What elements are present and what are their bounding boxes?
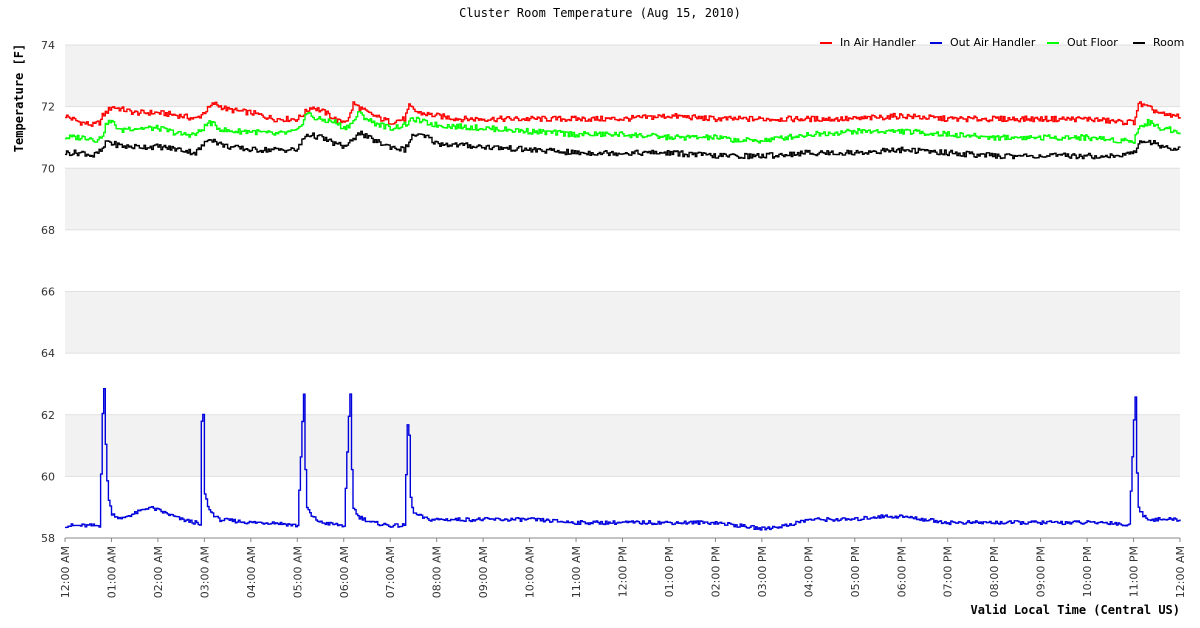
- legend: In Air Handler Out Air Handler Out Floor Ro…: [820, 36, 1184, 49]
- x-tick-label: 11:00 PM: [1128, 546, 1141, 597]
- plot-bands: [65, 45, 1180, 538]
- series-line-out-air-handler: [65, 388, 1181, 531]
- plot-band: [65, 168, 1180, 230]
- series-lines: [65, 101, 1181, 531]
- plot-band: [65, 45, 1180, 107]
- x-tick-label: 07:00 AM: [384, 546, 397, 598]
- x-tick-label: 06:00 AM: [338, 546, 351, 598]
- x-tick-label: 12:00 PM: [617, 546, 630, 597]
- y-tick-label: 60: [41, 470, 55, 483]
- y-tick-label: 68: [41, 224, 55, 237]
- plot-band: [65, 229, 1180, 292]
- y-tick-label: 64: [41, 347, 55, 360]
- x-tick-label: 10:00 PM: [1081, 546, 1094, 597]
- x-tick-label: 02:00 AM: [152, 546, 165, 598]
- y-tick-label: 62: [41, 409, 55, 422]
- y-tick-label: 66: [41, 286, 55, 299]
- plot-band: [65, 353, 1180, 415]
- legend-label: Out Floor: [1067, 36, 1118, 49]
- x-tick-label: 01:00 AM: [105, 546, 118, 598]
- x-tick-label: 11:00 AM: [570, 546, 583, 598]
- x-tick-label: 12:00 AM: [59, 546, 72, 598]
- x-tick-label: 07:00 PM: [942, 546, 955, 597]
- plot-band: [65, 476, 1180, 538]
- x-tick-label: 02:00 PM: [709, 546, 722, 597]
- x-tick-label: 04:00 AM: [245, 546, 258, 598]
- x-tick-label: 08:00 PM: [988, 546, 1001, 597]
- x-tick-label: 01:00 PM: [663, 546, 676, 597]
- series-line-in-air-handler: [65, 101, 1181, 127]
- legend-label: In Air Handler: [840, 36, 916, 49]
- y-tick-label: 72: [41, 101, 55, 114]
- plot-band: [65, 414, 1180, 477]
- legend-label: Out Air Handler: [950, 36, 1036, 49]
- legend-label: Room: [1153, 36, 1184, 49]
- x-tick-label: 04:00 PM: [802, 546, 815, 597]
- x-tick-label: 10:00 AM: [524, 546, 537, 598]
- x-axis-label: Valid Local Time (Central US): [970, 603, 1180, 617]
- x-tick-label: 08:00 AM: [431, 546, 444, 598]
- x-axis-ticks: 12:00 AM 01:00 AM 02:00 AM 03:00 AM 04:00 AM…: [59, 538, 1187, 598]
- x-tick-label: 03:00 PM: [756, 546, 769, 597]
- plot-band: [65, 291, 1180, 354]
- chart-title: Cluster Room Temperature (Aug 15, 2010): [459, 6, 741, 20]
- x-tick-label: 05:00 PM: [849, 546, 862, 597]
- series-line-out-floor: [65, 110, 1181, 144]
- y-axis-ticks: 58 60 62 64 66 68 70 72 74: [41, 39, 55, 545]
- x-tick-label: 06:00 PM: [895, 546, 908, 597]
- x-tick-label: 09:00 AM: [477, 546, 490, 598]
- x-tick-label: 09:00 PM: [1035, 546, 1048, 597]
- y-tick-label: 58: [41, 532, 55, 545]
- y-tick-label: 70: [41, 162, 55, 175]
- x-tick-label: 03:00 AM: [198, 546, 211, 598]
- x-tick-label: 05:00 AM: [291, 546, 304, 598]
- y-axis-label: Temperature [F]: [12, 44, 26, 152]
- series-line-room: [65, 130, 1181, 160]
- x-tick-label: 12:00 AM: [1174, 546, 1187, 598]
- y-tick-label: 74: [41, 39, 55, 52]
